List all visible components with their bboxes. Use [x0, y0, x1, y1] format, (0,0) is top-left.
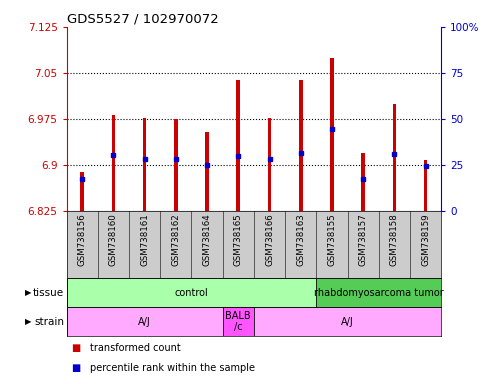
- Text: control: control: [175, 288, 209, 298]
- Text: GSM738165: GSM738165: [234, 213, 243, 266]
- Text: GSM738160: GSM738160: [109, 213, 118, 266]
- Bar: [424, 160, 427, 211]
- Text: rhabdomyosarcoma tumor: rhabdomyosarcoma tumor: [314, 288, 444, 298]
- Text: ■: ■: [71, 343, 81, 353]
- Bar: [67, 307, 223, 336]
- Text: A/J: A/J: [138, 316, 151, 327]
- Bar: [143, 118, 146, 211]
- Bar: [80, 172, 84, 211]
- Bar: [223, 307, 254, 336]
- Bar: [317, 278, 441, 307]
- Bar: [361, 153, 365, 211]
- Text: transformed count: transformed count: [90, 343, 181, 353]
- Text: strain: strain: [34, 316, 64, 327]
- Bar: [268, 118, 271, 211]
- Bar: [111, 115, 115, 211]
- Text: BALB
/c: BALB /c: [225, 311, 251, 333]
- Text: GSM738156: GSM738156: [78, 213, 87, 266]
- Text: GSM738164: GSM738164: [203, 213, 211, 266]
- Bar: [174, 119, 177, 211]
- Text: percentile rank within the sample: percentile rank within the sample: [90, 363, 255, 373]
- Text: tissue: tissue: [33, 288, 64, 298]
- Bar: [254, 307, 441, 336]
- Text: GSM738158: GSM738158: [390, 213, 399, 266]
- Text: GSM738157: GSM738157: [359, 213, 368, 266]
- Text: GSM738163: GSM738163: [296, 213, 305, 266]
- Text: GSM738162: GSM738162: [172, 213, 180, 266]
- Text: GSM738155: GSM738155: [327, 213, 336, 266]
- Bar: [392, 104, 396, 211]
- Bar: [330, 58, 334, 211]
- Bar: [237, 80, 240, 211]
- Text: GDS5527 / 102970072: GDS5527 / 102970072: [67, 13, 218, 26]
- Text: ▶: ▶: [25, 317, 31, 326]
- Bar: [299, 80, 303, 211]
- Bar: [205, 132, 209, 211]
- Text: GSM738166: GSM738166: [265, 213, 274, 266]
- Text: ■: ■: [71, 363, 81, 373]
- Text: ▶: ▶: [25, 288, 31, 297]
- Text: GSM738161: GSM738161: [140, 213, 149, 266]
- Text: A/J: A/J: [341, 316, 354, 327]
- Text: GSM738159: GSM738159: [421, 213, 430, 266]
- Bar: [67, 278, 317, 307]
